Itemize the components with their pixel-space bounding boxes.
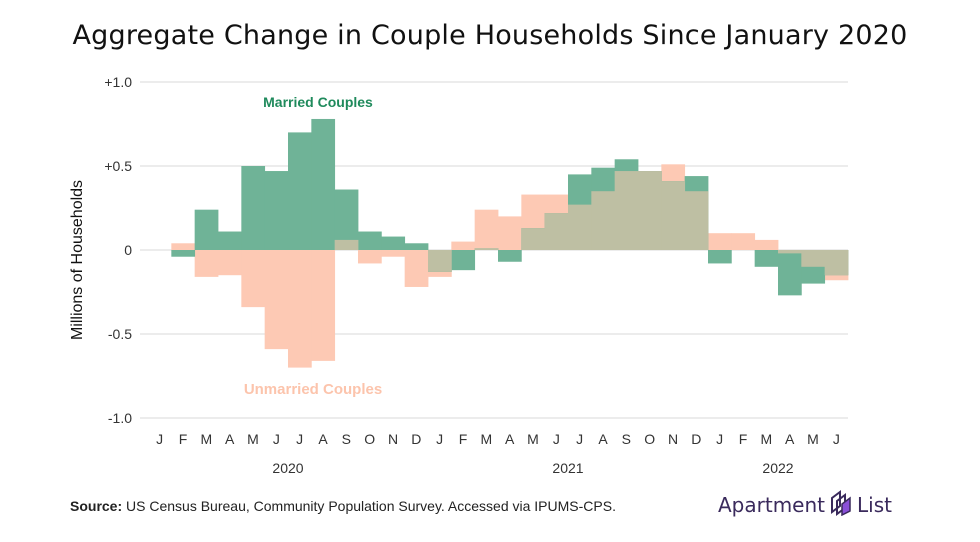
married-bar (171, 250, 196, 257)
overlap-bar (334, 239, 359, 250)
x-tick-label: M (247, 431, 259, 447)
unmarried-bar (754, 239, 779, 250)
x-tick-label: J (273, 431, 280, 447)
married-bar (334, 189, 359, 250)
x-tick-label: J (833, 431, 840, 447)
x-tick-label: J (553, 431, 560, 447)
unmarried-bar (381, 250, 406, 257)
source-text: US Census Bureau, Community Population S… (122, 498, 616, 514)
x-tick-label: D (691, 431, 701, 447)
overlap-bar (801, 250, 826, 267)
axis-layer: +1.0 +0.5 0 -0.5 -1.0 Millions of Households J… (69, 74, 840, 476)
married-bar (381, 236, 406, 250)
x-tick-label: F (459, 431, 468, 447)
year-label: 2022 (762, 460, 793, 476)
unmarried-bar (358, 250, 382, 264)
y-tick-label: +0.5 (104, 158, 132, 174)
x-tick-label: O (644, 431, 655, 447)
overlap-bar (568, 204, 592, 250)
x-tick-label: A (318, 431, 328, 447)
brand-logo[interactable]: Apartment List (718, 489, 892, 521)
overlap-bar (824, 250, 849, 276)
year-label: 2020 (272, 460, 303, 476)
x-tick-label: O (364, 431, 375, 447)
unmarried-bar (474, 209, 499, 250)
x-tick-label: N (668, 431, 678, 447)
brand-word-1: Apartment (718, 493, 826, 517)
x-tick-label: S (622, 431, 631, 447)
unmarried-bar (194, 250, 219, 277)
married-bar (288, 132, 312, 250)
overlap-bar (474, 248, 499, 250)
source-prefix: Source: (70, 498, 123, 514)
married-bar (264, 171, 289, 250)
y-axis-label: Millions of Households (69, 180, 86, 340)
y-tick-label: -0.5 (108, 326, 132, 342)
unmarried-bar (708, 233, 732, 250)
overlap-bar (778, 250, 802, 254)
married-bar (708, 250, 732, 264)
bars-overlap (334, 171, 849, 276)
unmarried-bar (451, 241, 476, 250)
y-tick-label: +1.0 (104, 74, 132, 90)
y-tick-label: -1.0 (108, 410, 132, 426)
x-tick-label: M (200, 431, 212, 447)
x-tick-label: J (576, 431, 583, 447)
unmarried-bar (498, 216, 522, 250)
unmarried-bar (404, 250, 429, 287)
x-tick-label: F (739, 431, 748, 447)
overlap-bar (638, 171, 662, 250)
x-tick-label: M (760, 431, 772, 447)
married-bar (241, 166, 266, 250)
married-bar (218, 231, 242, 250)
unmarried-bar (218, 250, 242, 276)
x-tick-label: J (296, 431, 303, 447)
y-tick-label: 0 (124, 242, 132, 258)
overlap-bar (614, 171, 639, 250)
label-layer: Married Couples Unmarried Couples (244, 94, 382, 398)
married-bar (451, 250, 476, 271)
x-tick-label: F (179, 431, 188, 447)
x-tick-label: S (342, 431, 351, 447)
married-bar (754, 250, 779, 267)
unmarried-bar (171, 243, 196, 250)
x-tick-label: M (527, 431, 539, 447)
unmarried-bar (241, 250, 266, 308)
x-tick-label: A (598, 431, 608, 447)
married-couples-annotation: Married Couples (263, 94, 373, 110)
married-bar (404, 243, 429, 250)
overlap-bar (591, 191, 616, 250)
x-tick-label: J (716, 431, 723, 447)
year-label: 2021 (552, 460, 583, 476)
unmarried-bar (288, 250, 312, 368)
unmarried-couples-annotation: Unmarried Couples (244, 381, 382, 398)
x-tick-label: M (480, 431, 492, 447)
overlap-bar (661, 181, 686, 250)
x-tick-label: D (411, 431, 421, 447)
unmarried-bar (264, 250, 289, 350)
x-tick-label: A (225, 431, 235, 447)
x-tick-label: J (436, 431, 443, 447)
x-tick-label: N (388, 431, 398, 447)
x-tick-label: A (785, 431, 795, 447)
married-bar (311, 118, 336, 251)
overlap-bar (684, 191, 709, 250)
married-bar (194, 209, 219, 250)
x-tick-label: J (156, 431, 163, 447)
married-bar (498, 250, 522, 262)
chart-title: Aggregate Change in Couple Households Si… (72, 20, 908, 51)
overlap-bar (428, 250, 452, 272)
brand-word-2: List (857, 493, 892, 517)
overlap-bar (521, 228, 546, 250)
married-bar (778, 250, 802, 296)
overlap-bar (544, 213, 569, 250)
x-tick-label: M (807, 431, 819, 447)
apartment-list-logo-icon (829, 489, 853, 521)
source-note: Source: US Census Bureau, Community Popu… (70, 498, 616, 514)
unmarried-bar (311, 250, 336, 361)
unmarried-bar (731, 233, 756, 250)
x-tick-label: A (505, 431, 515, 447)
married-bar (358, 231, 382, 250)
